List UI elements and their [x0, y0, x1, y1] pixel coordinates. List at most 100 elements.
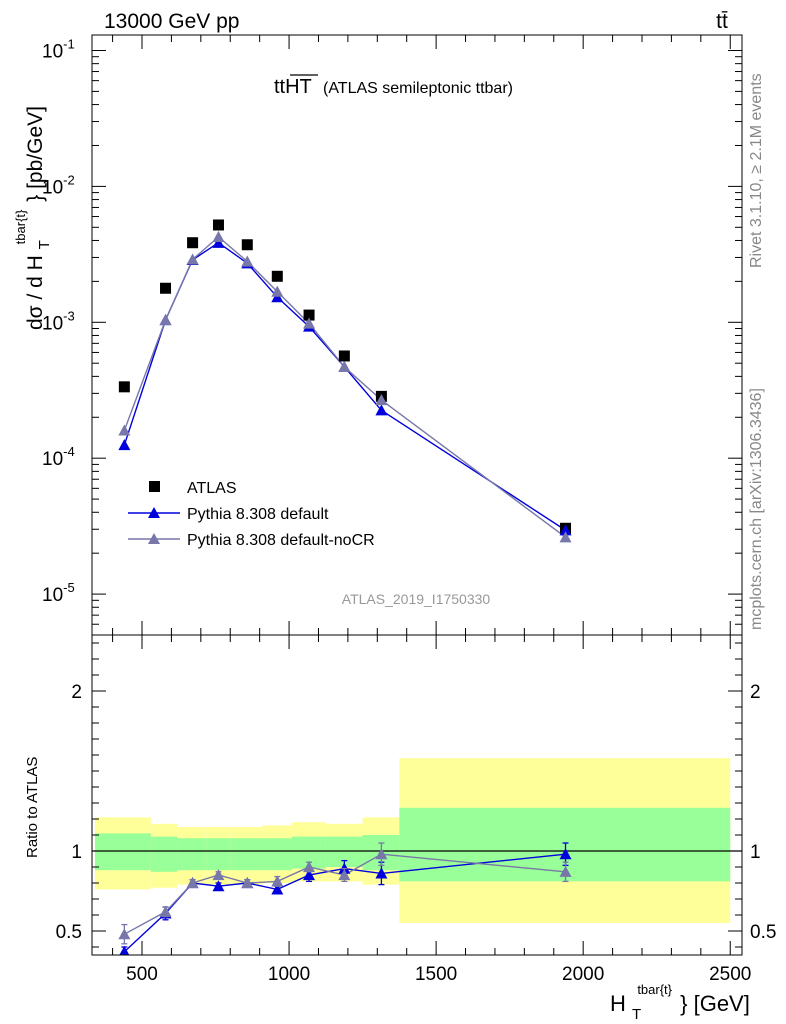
ratio-point-0	[375, 867, 388, 879]
data-point-mc-2	[375, 394, 388, 406]
ratio-y-tick-label-left: 2	[71, 682, 82, 703]
ratio-series-layer	[118, 842, 572, 955]
y-axis-label-sup: tbar{t}	[13, 209, 28, 244]
ratio-axis-ticks: 0.5 0.51 12 2500 1000 1500 2000 2500	[56, 635, 776, 985]
x-tick-label: 2500	[709, 964, 751, 985]
data-point-mc-2	[212, 230, 225, 242]
x-tick-label: 2000	[562, 964, 604, 985]
data-point-mc-1	[559, 524, 572, 536]
ratio-y-tick-label-left: 1	[71, 842, 82, 863]
data-point-atlas	[271, 270, 283, 282]
ratio-y-tick-label-left: 0.5	[56, 922, 82, 943]
y-tick-label-mantissa: 10	[42, 585, 63, 606]
y-tick-label-exponent: -4	[63, 444, 75, 459]
main-axis-ticks: 10-510-410-310-210-1	[42, 35, 742, 635]
ratio-frame	[91, 634, 743, 956]
data-point-mc-2	[271, 285, 284, 297]
ratio-y-tick-label-right: 2	[750, 682, 761, 703]
ratio-series-line-1	[124, 853, 566, 935]
y-tick-label-mantissa: 10	[42, 313, 63, 334]
x-axis-label: H T tbar{t} } [GeV]	[610, 974, 750, 1024]
y-tick-label: 10-1	[42, 36, 75, 62]
data-point-mc-2	[559, 531, 572, 543]
ratio-point-1	[159, 905, 172, 917]
legend: ATLAS Pythia 8.308 default Pythia 8.308 …	[128, 480, 375, 549]
ratio-y-tick-label-right: 0.5	[750, 922, 776, 943]
ratio-point-1	[118, 928, 131, 940]
y-axis-label-tail: } [pb/GeV]	[24, 106, 47, 202]
analysis-watermark: ATLAS_2019_I1750330	[342, 591, 491, 607]
ratio-point-1	[271, 875, 284, 887]
ratio-point-0	[271, 883, 284, 895]
legend-label-atlas: ATLAS	[187, 480, 237, 497]
data-point-atlas	[212, 219, 224, 231]
data-point-mc-1	[118, 439, 131, 451]
svg-text:ttHT (ATLAS semilepton: ttHT (ATLAS semileptonic ttbar)	[274, 76, 513, 98]
x-tick-label: 1500	[415, 964, 457, 985]
data-point-mc-2	[338, 360, 351, 372]
data-point-mc-1	[212, 236, 225, 248]
x-axis-label-main: H	[610, 991, 626, 1016]
chart-title: ttHT (ATLAS semileptonic ttbar)	[274, 74, 513, 98]
y-tick-label-exponent: -5	[63, 580, 75, 595]
y-tick-label-mantissa: 10	[42, 449, 63, 470]
main-series-line-2	[123, 235, 566, 538]
mcplots-label: mcplots.cern.ch [arXiv:1306.3436]	[748, 388, 765, 630]
ratio-point-0	[303, 869, 316, 881]
legend-item-pythia-nocr: Pythia 8.308 default-noCR	[128, 532, 375, 549]
y-tick-label-mantissa: 10	[42, 41, 63, 62]
ratio-point-1	[303, 861, 316, 873]
ratio-point-1	[338, 869, 351, 881]
chart-title-main: ttHT	[274, 76, 312, 98]
data-point-mc-2	[303, 317, 316, 329]
ratio-band-inner	[206, 838, 231, 871]
legend-label-pythia-nocr: Pythia 8.308 default-noCR	[187, 532, 375, 549]
data-point-mc-1	[375, 404, 388, 416]
data-point-atlas	[160, 282, 172, 294]
beam-label: 13000 GeV pp	[104, 10, 239, 33]
ratio-y-axis-label: Ratio to ATLAS	[24, 757, 41, 858]
svg-text:H T tbar{t}: H T tbar{t} } [GeV]	[610, 974, 750, 1024]
main-series-layer	[118, 219, 572, 543]
ratio-band-inner	[94, 833, 151, 871]
rivet-label: Rivet 3.1.10, ≥ 2.1M events	[748, 73, 765, 268]
x-axis-label-tail: } [GeV]	[680, 991, 750, 1016]
ratio-point-1	[559, 865, 572, 877]
ratio-point-1	[186, 877, 199, 889]
ratio-uncertainty-bands	[94, 758, 731, 923]
legend-marker-atlas	[149, 481, 160, 492]
ratio-band-inner	[262, 838, 292, 871]
y-axis-label: dσ / d H T tbar{t} } [pb/GeV]	[13, 106, 53, 330]
legend-marker-pythia-nocr	[148, 533, 160, 544]
legend-marker-pythia-default	[148, 507, 160, 518]
y-tick-label: 10-2	[42, 172, 75, 198]
x-tick-label: 1000	[268, 964, 310, 985]
y-tick-label: 10-3	[42, 308, 75, 334]
y-axis-label-main: dσ / d H	[24, 255, 47, 330]
process-label: tt̄	[716, 10, 728, 33]
legend-label-pythia-default: Pythia 8.308 default	[187, 506, 329, 523]
ratio-band-inner	[150, 836, 178, 872]
data-point-atlas	[187, 237, 199, 249]
legend-item-atlas: ATLAS	[149, 480, 237, 497]
ratio-y-tick-label-right: 1	[750, 842, 761, 863]
y-tick-label-exponent: -3	[63, 308, 75, 323]
chart-title-sub: (ATLAS semileptonic ttbar)	[323, 80, 513, 97]
y-tick-label-mantissa: 10	[42, 177, 63, 198]
y-tick-label: 10-4	[42, 444, 75, 470]
x-axis-label-sup: tbar{t}	[637, 982, 672, 997]
data-point-mc-2	[241, 255, 254, 267]
data-point-atlas	[241, 239, 253, 251]
data-point-mc-2	[186, 253, 199, 265]
data-point-mc-2	[118, 424, 131, 436]
legend-item-pythia-default: Pythia 8.308 default	[128, 506, 329, 523]
ratio-point-0	[212, 880, 225, 892]
ratio-point-0	[559, 848, 572, 860]
ratio-point-1	[212, 869, 225, 881]
data-point-atlas	[338, 350, 350, 362]
ratio-band-inner	[177, 838, 207, 871]
x-tick-label: 500	[126, 964, 158, 985]
data-point-mc-2	[159, 313, 172, 326]
ratio-point-1	[375, 848, 388, 860]
